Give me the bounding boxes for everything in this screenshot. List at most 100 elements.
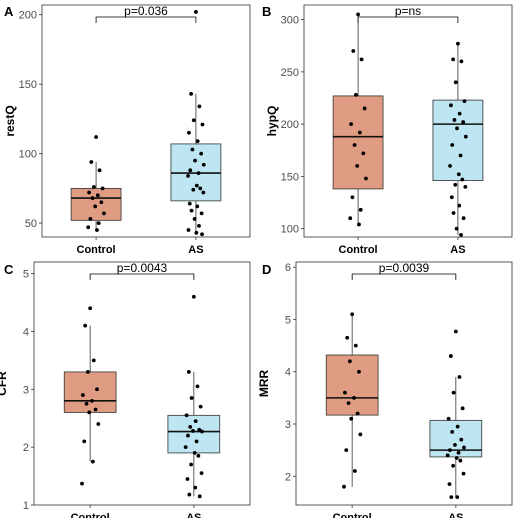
data-point (200, 429, 204, 434)
data-point (198, 404, 203, 409)
data-point (186, 370, 191, 374)
data-point (197, 494, 202, 499)
box-iqr (70, 187, 122, 221)
data-point (196, 171, 201, 175)
data-point (457, 203, 462, 208)
data-point (83, 323, 88, 328)
data-point (357, 130, 362, 135)
data-point (447, 482, 452, 486)
panel-letter: B (262, 4, 271, 19)
data-point (81, 393, 85, 397)
y-tick-label: 6 (285, 262, 291, 274)
data-point (342, 484, 346, 489)
p-value-label: p=0.0039 (379, 261, 430, 275)
data-point (459, 437, 464, 442)
plot-frame (295, 261, 513, 506)
data-point (449, 195, 454, 200)
box-iqr (325, 354, 379, 416)
data-point (353, 343, 358, 348)
data-point (448, 354, 453, 358)
data-point (355, 411, 360, 416)
data-point (345, 335, 350, 340)
data-point (460, 406, 465, 411)
data-point (199, 471, 204, 476)
data-point (352, 395, 356, 400)
data-point (455, 424, 460, 429)
data-point (201, 190, 206, 195)
data-point (357, 369, 361, 374)
data-point (192, 451, 197, 455)
data-point (451, 57, 456, 62)
box-control (70, 161, 122, 231)
x-tick-label-as: AS (186, 512, 201, 518)
data-point (445, 453, 450, 458)
data-point (188, 424, 193, 429)
box-iqr (332, 95, 384, 190)
data-point (192, 217, 197, 221)
data-point (453, 182, 458, 187)
data-point (461, 216, 466, 221)
y-tick-label: 150 (19, 79, 37, 91)
panel-letter: A (4, 4, 14, 19)
data-point (451, 211, 456, 215)
data-point (358, 432, 363, 437)
data-point (456, 41, 460, 46)
data-point (82, 439, 87, 444)
significance-bracket (89, 273, 195, 280)
data-point (450, 429, 455, 434)
data-point (199, 211, 204, 216)
data-point (102, 211, 106, 216)
plot-frame (41, 4, 251, 238)
data-point (361, 151, 366, 156)
data-point (453, 329, 458, 334)
y-tick-label: 100 (281, 224, 299, 236)
data-point (191, 187, 196, 192)
data-point (189, 396, 194, 400)
y-tick-label: 4 (285, 367, 291, 379)
y-tick-label: 300 (281, 15, 299, 27)
data-point (459, 59, 464, 64)
data-point (95, 228, 99, 232)
data-point (184, 413, 189, 418)
box-as (429, 376, 483, 498)
data-point (201, 162, 206, 167)
data-point (193, 158, 197, 163)
panel-d: D MRR 2 3 4 5 6 Control AS p=0.0039 (257, 261, 513, 518)
panel-letter: D (262, 262, 271, 277)
data-point (95, 193, 100, 198)
p-value-label: p=0.0043 (117, 261, 168, 275)
data-point (456, 172, 461, 177)
y-tick-label: 3 (23, 384, 29, 396)
data-point (191, 294, 196, 299)
data-point (461, 120, 466, 124)
data-point (186, 433, 190, 438)
data-point (195, 384, 200, 389)
data-point (185, 477, 190, 481)
data-point (186, 173, 190, 178)
data-point (358, 207, 363, 212)
y-tick-label: 250 (281, 67, 299, 79)
plot-frame (33, 261, 251, 506)
data-point (193, 419, 198, 424)
data-point (458, 458, 463, 463)
data-point (343, 390, 347, 395)
data-point (355, 164, 360, 168)
data-point (197, 104, 202, 109)
data-point (93, 407, 98, 412)
data-point (94, 135, 98, 139)
y-tick-label: 4 (23, 326, 29, 338)
data-point (95, 387, 99, 392)
data-point (200, 232, 204, 237)
data-point (463, 134, 468, 139)
data-point (458, 153, 463, 158)
data-point (188, 168, 193, 173)
box-as (170, 93, 222, 235)
data-point (350, 195, 355, 200)
data-point (100, 186, 105, 191)
box-control (63, 325, 117, 462)
data-point (462, 99, 467, 104)
data-point (362, 106, 367, 111)
data-point (463, 184, 468, 189)
